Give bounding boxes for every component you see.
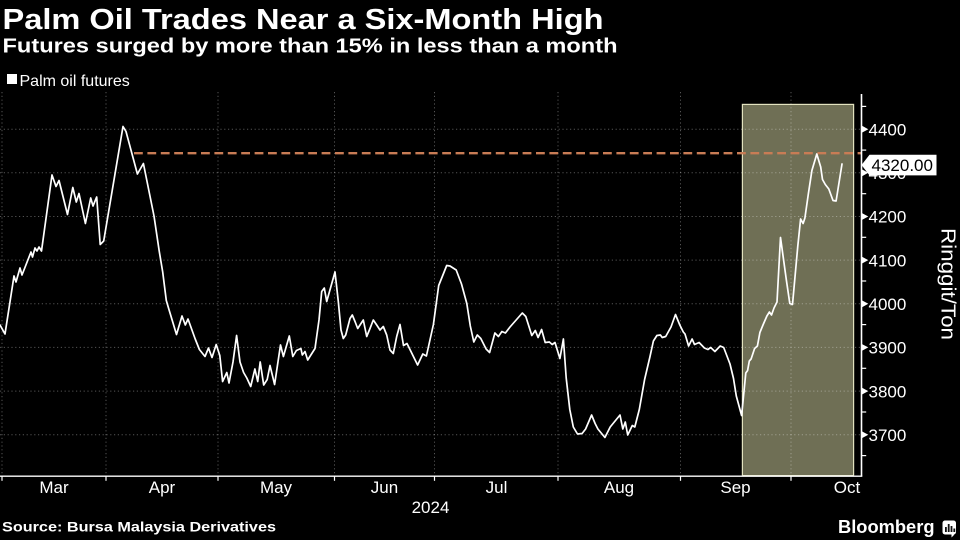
svg-text:Source: Bursa Malaysia Derivat: Source: Bursa Malaysia Derivatives — [2, 520, 276, 535]
svg-text:2024: 2024 — [412, 498, 450, 517]
svg-text:Futures surged by more than 15: Futures surged by more than 15% in less … — [3, 35, 618, 58]
svg-text:4000: 4000 — [869, 295, 907, 314]
svg-text:4100: 4100 — [869, 251, 907, 270]
svg-text:4320.00: 4320.00 — [872, 156, 933, 175]
svg-text:May: May — [260, 478, 293, 497]
svg-text:4400: 4400 — [869, 120, 907, 139]
svg-text:Palm oil futures: Palm oil futures — [20, 73, 130, 90]
svg-text:Sep: Sep — [720, 478, 750, 497]
svg-text:3700: 3700 — [869, 426, 907, 445]
svg-text:Ringgit/Ton: Ringgit/Ton — [937, 228, 960, 340]
svg-text:Jun: Jun — [371, 478, 398, 497]
svg-text:Oct: Oct — [834, 478, 861, 497]
svg-text:4200: 4200 — [869, 208, 907, 227]
svg-text:Aug: Aug — [604, 478, 634, 497]
svg-text:3900: 3900 — [869, 339, 907, 358]
svg-text:3800: 3800 — [869, 382, 907, 401]
svg-text:Bloomberg: Bloomberg — [838, 516, 935, 537]
svg-text:Apr: Apr — [149, 478, 176, 497]
svg-text:Mar: Mar — [39, 478, 69, 497]
svg-text:Jul: Jul — [486, 478, 508, 497]
svg-text:Palm Oil Trades Near a Six-Mon: Palm Oil Trades Near a Six-Month High — [3, 4, 604, 36]
